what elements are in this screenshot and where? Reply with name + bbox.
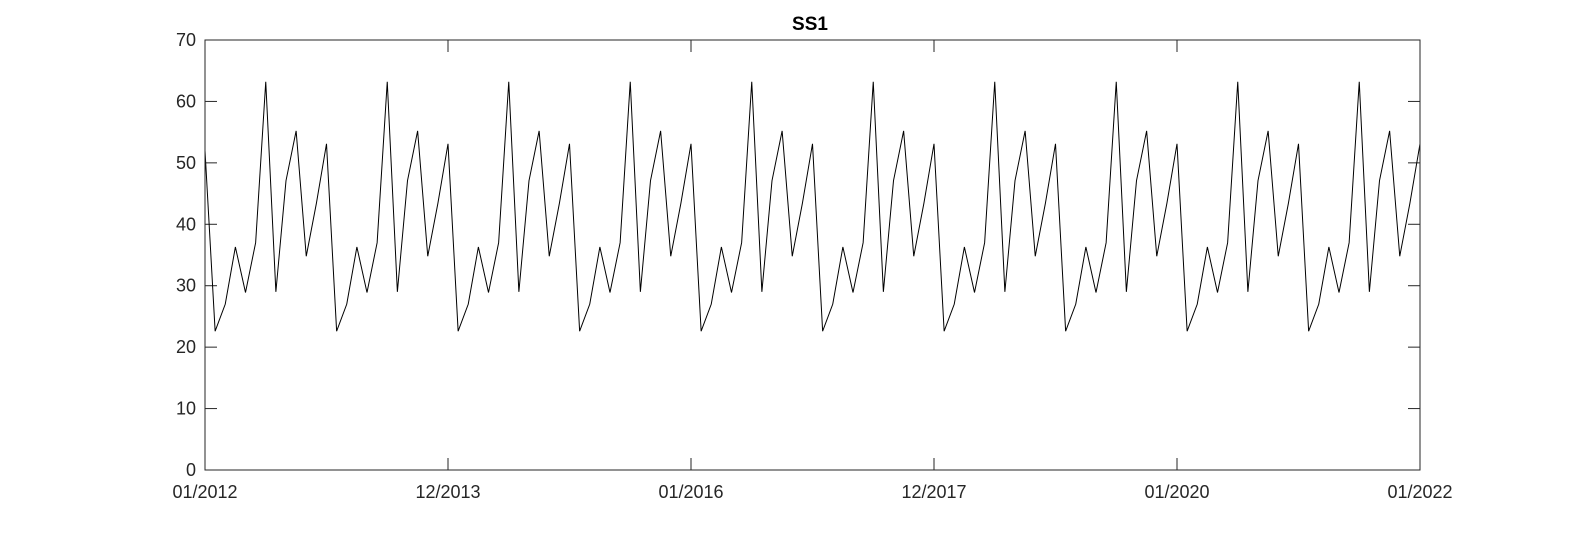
plot-area-frame — [204, 39, 1421, 471]
x-tick-label: 01/2016 — [658, 482, 723, 502]
x-tick-label: 12/2013 — [415, 482, 480, 502]
y-tick-label: 60 — [176, 91, 196, 111]
x-tick-label: 01/2022 — [1387, 482, 1452, 502]
y-axis: 0 10 20 30 40 50 60 70 — [176, 30, 1420, 480]
series-line — [204, 81, 1421, 470]
x-tick-label: 01/2012 — [172, 482, 237, 502]
x-tick-label: 01/2020 — [1144, 482, 1209, 502]
y-tick-label: 40 — [176, 214, 196, 234]
chart-title: SS1 — [792, 14, 828, 35]
y-tick-label: 30 — [176, 276, 196, 296]
y-tick-label: 0 — [186, 460, 196, 480]
y-tick-label: 10 — [176, 399, 196, 419]
x-axis: 01/2012 12/2013 01/2016 12/2017 01/2020 01/20… — [172, 40, 1453, 502]
y-tick-label: 20 — [176, 337, 196, 357]
y-tick-label: 50 — [176, 153, 196, 173]
x-tick-label: 12/2017 — [901, 482, 966, 502]
y-tick-label: 70 — [176, 30, 196, 50]
